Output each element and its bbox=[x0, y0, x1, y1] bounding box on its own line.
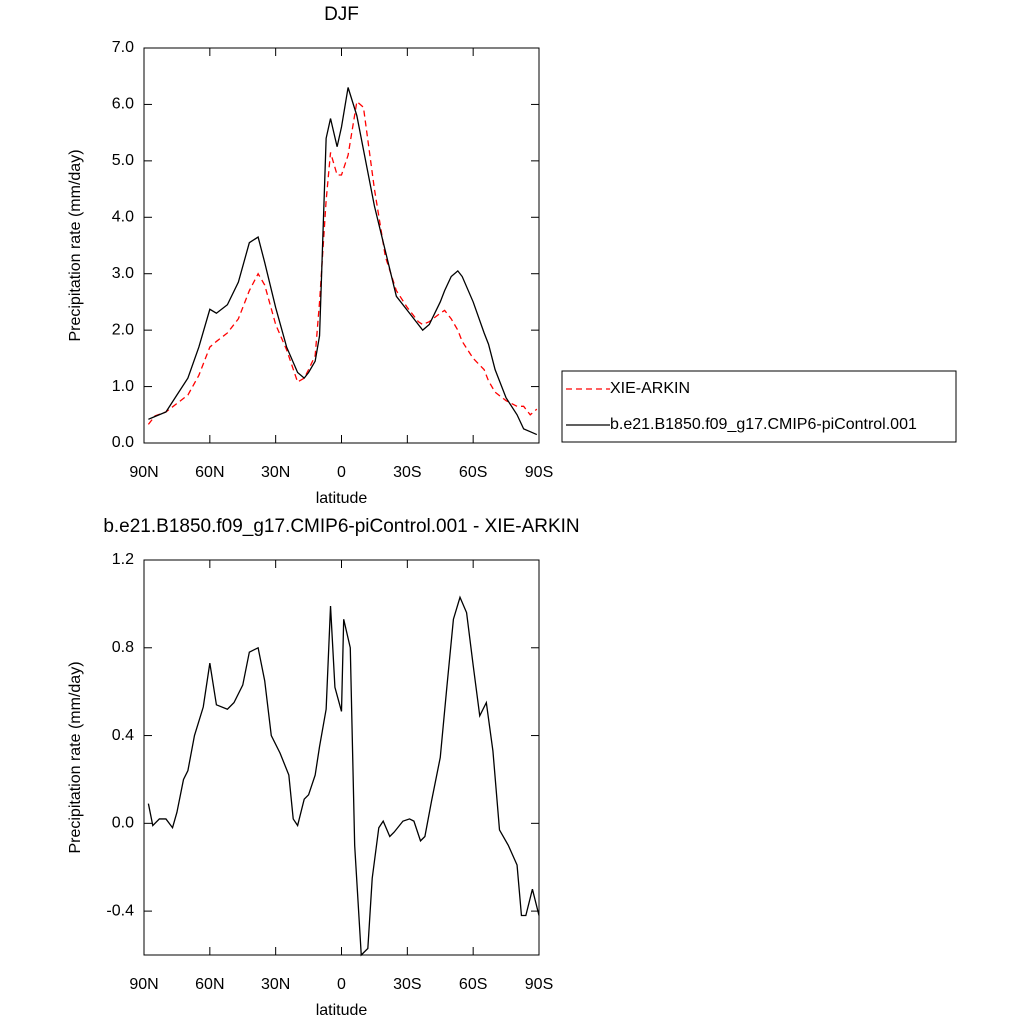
x-tick-label: 30N bbox=[261, 976, 290, 993]
y-tick-label: 0.0 bbox=[112, 434, 134, 451]
y-tick-label: 1.2 bbox=[112, 551, 134, 568]
x-tick-label: 90S bbox=[525, 464, 553, 481]
y-tick-label: 1.0 bbox=[112, 378, 134, 395]
y-tick-label: -0.4 bbox=[106, 902, 134, 919]
x-tick-label: 90N bbox=[129, 464, 158, 481]
data-line bbox=[147, 595, 540, 957]
y-tick-label: 2.0 bbox=[112, 321, 134, 338]
y-axis-label: Precipitation rate (mm/day) bbox=[67, 661, 84, 853]
y-tick-label: 3.0 bbox=[112, 265, 134, 282]
x-tick-label: 60S bbox=[459, 976, 487, 993]
y-tick-label: 7.0 bbox=[112, 39, 134, 56]
x-axis-label: latitude bbox=[316, 1002, 368, 1019]
x-tick-label: 60N bbox=[195, 464, 224, 481]
chart-title: DJF bbox=[324, 4, 359, 25]
plot-frame bbox=[143, 559, 540, 956]
x-tick-label: 0 bbox=[337, 976, 346, 993]
y-tick-label: 6.0 bbox=[112, 96, 134, 113]
x-tick-label: 30N bbox=[261, 464, 290, 481]
plot-frame bbox=[143, 47, 540, 444]
data-line bbox=[147, 100, 538, 425]
x-tick-label: 30S bbox=[393, 976, 421, 993]
y-tick-label: 0.4 bbox=[112, 727, 134, 744]
x-tick-label: 30S bbox=[393, 464, 421, 481]
x-axis-label: latitude bbox=[316, 490, 368, 507]
y-axis-label: Precipitation rate (mm/day) bbox=[67, 149, 84, 341]
y-tick-label: 0.8 bbox=[112, 639, 134, 656]
x-tick-label: 60S bbox=[459, 464, 487, 481]
x-tick-label: 0 bbox=[337, 464, 346, 481]
data-line bbox=[148, 87, 538, 436]
y-tick-label: 0.0 bbox=[112, 815, 134, 832]
legend-box bbox=[561, 370, 957, 443]
legend-label: XIE-ARKIN bbox=[610, 380, 690, 397]
y-tick-label: 4.0 bbox=[112, 209, 134, 226]
chart-title: b.e21.B1850.f09_g17.CMIP6-piControl.001 … bbox=[103, 516, 579, 537]
x-tick-label: 60N bbox=[195, 976, 224, 993]
legend-label: b.e21.B1850.f09_g17.CMIP6-piControl.001 bbox=[610, 416, 917, 433]
x-tick-label: 90N bbox=[129, 976, 158, 993]
y-tick-label: 5.0 bbox=[112, 152, 134, 169]
x-tick-label: 90S bbox=[525, 976, 553, 993]
